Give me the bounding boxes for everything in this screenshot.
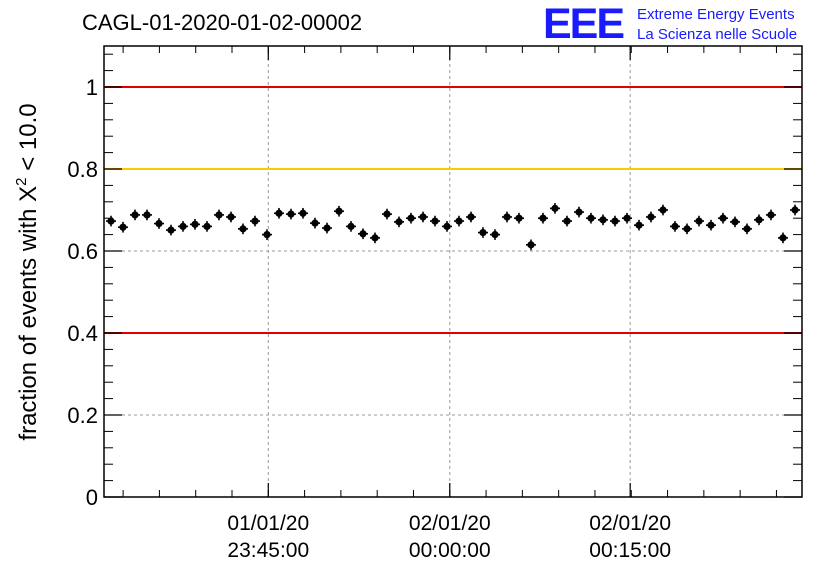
data-point [755, 216, 763, 224]
x-tick-date: 01/01/20 [227, 512, 309, 535]
data-point [647, 213, 655, 221]
data-point [791, 206, 799, 214]
x-tick-time: 23:45:00 [227, 539, 309, 562]
data-point [659, 206, 667, 214]
reference-lines [104, 86, 802, 334]
data-point [419, 213, 427, 221]
data-point [731, 218, 739, 226]
x-tick-time: 00:15:00 [589, 539, 671, 562]
data-point [371, 234, 379, 242]
x-tick-date: 02/01/20 [589, 512, 671, 535]
data-point [131, 211, 139, 219]
data-point [323, 224, 331, 232]
data-point [539, 214, 547, 222]
data-point [779, 234, 787, 242]
data-point [671, 222, 679, 230]
data-point [383, 210, 391, 218]
plot-title: CAGL-01-2020-01-02-00002 [82, 10, 363, 35]
data-point [335, 207, 343, 215]
y-tick-label: 1 [86, 75, 98, 100]
x-tick-time: 00:00:00 [409, 539, 491, 562]
data-point [491, 231, 499, 239]
data-point [467, 213, 475, 221]
data-point [515, 214, 523, 222]
data-point [635, 221, 643, 229]
data-point [143, 211, 151, 219]
data-point [431, 217, 439, 225]
plot-frame [103, 45, 803, 498]
y-tick-label: 0 [86, 485, 98, 510]
data-point [179, 222, 187, 230]
data-point [275, 209, 283, 217]
y-tick-label: 0.6 [67, 239, 98, 264]
data-point [527, 241, 535, 249]
data-point [599, 216, 607, 224]
eee-logo-mark: EEE [543, 0, 625, 48]
data-point [167, 226, 175, 234]
x-tick-date: 02/01/20 [409, 512, 491, 535]
data-point [767, 211, 775, 219]
data-point [503, 213, 511, 221]
data-point [719, 214, 727, 222]
data-point [215, 211, 223, 219]
data-point [191, 220, 199, 228]
data-point [203, 222, 211, 230]
data-point [239, 225, 247, 233]
data-points [106, 203, 800, 251]
data-point [551, 204, 559, 212]
eee-logo: EEE Extreme Energy Events La Scienza nel… [543, 2, 833, 46]
svg-text:fraction of events with X2 < 1: fraction of events with X2 < 10.0 [13, 103, 42, 440]
y-axis-label-suffix: < 10.0 [15, 103, 42, 177]
y-axis-label-prefix: fraction of events with X [15, 186, 42, 441]
data-point [311, 219, 319, 227]
data-point [683, 225, 691, 233]
data-point [695, 217, 703, 225]
logo-line-1: Extreme Energy Events [637, 6, 795, 23]
data-point [359, 230, 367, 238]
data-point [107, 217, 115, 225]
data-point [299, 209, 307, 217]
y-tick-label: 0.4 [67, 321, 98, 346]
y-axis-label-superscript: 2 [13, 177, 30, 185]
data-point [407, 214, 415, 222]
data-point [287, 210, 295, 218]
data-point [119, 223, 127, 231]
data-point [707, 221, 715, 229]
data-point [263, 231, 271, 239]
data-point [587, 214, 595, 222]
y-tick-label: 0.2 [67, 403, 98, 428]
data-point [575, 208, 583, 216]
y-axis-label: fraction of events with X2 < 10.0 [13, 103, 42, 440]
data-point [611, 217, 619, 225]
data-point [479, 228, 487, 237]
axis-ticks: 0 0.2 0.4 0.6 0.8 1 01/01/20 23:45:00 02/01/20 00… [67, 46, 802, 562]
data-point [227, 213, 235, 221]
data-point [155, 219, 163, 228]
grid-layer [104, 46, 802, 497]
data-point [251, 217, 259, 225]
logo-line-2: La Scienza nelle Scuole [637, 26, 798, 43]
data-point [347, 222, 355, 230]
y-tick-label: 0.8 [67, 157, 98, 182]
data-point [563, 217, 571, 225]
data-point [395, 218, 403, 226]
data-point [743, 225, 751, 233]
data-point [443, 222, 451, 230]
data-point [455, 217, 463, 225]
data-point [623, 214, 631, 222]
